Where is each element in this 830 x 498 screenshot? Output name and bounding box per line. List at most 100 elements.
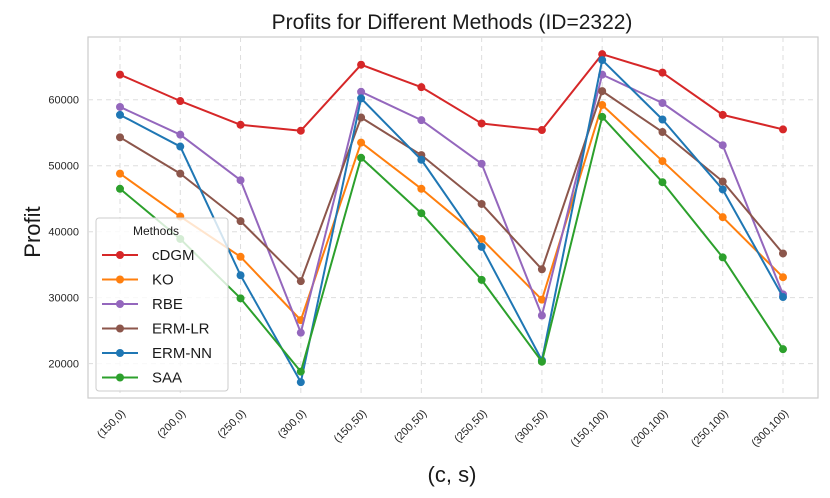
data-point xyxy=(598,50,607,59)
data-point xyxy=(477,199,486,208)
y-axis-label: Profit xyxy=(20,206,45,257)
legend-marker xyxy=(116,275,124,284)
data-point xyxy=(236,294,245,303)
data-point xyxy=(779,273,787,282)
series-group xyxy=(116,50,787,387)
legend-label: SAA xyxy=(152,370,182,387)
data-point xyxy=(116,102,124,111)
data-point xyxy=(116,169,124,178)
legend-item: KO xyxy=(102,272,174,289)
legend-label: RBE xyxy=(152,296,183,313)
data-point xyxy=(417,83,426,92)
legend-item: ERM-NN xyxy=(102,345,212,362)
data-point xyxy=(236,252,245,261)
data-point xyxy=(116,184,124,193)
data-point xyxy=(477,119,486,128)
data-point xyxy=(477,159,486,168)
data-point xyxy=(236,217,245,226)
data-point xyxy=(718,141,727,150)
y-tick-label: 50000 xyxy=(48,161,79,173)
data-point xyxy=(116,110,124,119)
data-point xyxy=(357,87,366,96)
data-point xyxy=(779,249,787,258)
y-axis-ticks: 20000 30000 40000 50000 60000 xyxy=(48,95,79,371)
series-erm-lr xyxy=(116,87,787,286)
data-point xyxy=(296,277,305,286)
data-point xyxy=(417,116,426,125)
data-point xyxy=(537,295,546,304)
data-point xyxy=(116,70,124,79)
y-tick-label: 20000 xyxy=(48,359,79,371)
legend-item: RBE xyxy=(102,296,183,313)
legend-label: ERM-LR xyxy=(152,321,210,338)
chart-title: Profits for Different Methods (ID=2322) xyxy=(272,11,633,34)
series-cdgm xyxy=(116,50,787,135)
data-point xyxy=(236,271,245,280)
data-point xyxy=(417,209,426,218)
data-point xyxy=(236,120,245,129)
data-point xyxy=(417,155,426,164)
legend: Methods cDGM KO RBE ERM-LR ERM-NN SAA xyxy=(95,217,229,392)
data-point xyxy=(357,153,366,162)
data-point xyxy=(658,128,667,137)
data-point xyxy=(598,100,607,109)
legend-label: ERM-NN xyxy=(152,345,212,362)
y-tick-label: 40000 xyxy=(48,227,79,239)
data-point xyxy=(477,234,486,243)
data-point xyxy=(658,68,667,77)
legend-title: Methods xyxy=(133,224,179,238)
data-point xyxy=(417,184,426,193)
data-point xyxy=(176,97,185,106)
data-point xyxy=(296,328,305,337)
legend-label: KO xyxy=(152,272,174,289)
data-point xyxy=(477,275,486,284)
legend-item: SAA xyxy=(102,370,182,387)
data-point xyxy=(779,293,787,302)
data-point xyxy=(357,113,366,122)
legend-item: cDGM xyxy=(102,247,195,264)
x-axis-label: (c, s) xyxy=(428,462,477,487)
data-point xyxy=(357,60,366,69)
data-point xyxy=(718,177,727,186)
data-point xyxy=(658,157,667,166)
series-line xyxy=(119,115,784,373)
data-point xyxy=(658,178,667,187)
data-point xyxy=(718,110,727,119)
legend-marker xyxy=(116,300,124,308)
legend-marker xyxy=(116,324,124,333)
data-point xyxy=(296,367,305,376)
series-line xyxy=(119,90,784,283)
data-point xyxy=(116,133,124,142)
data-point xyxy=(296,378,305,387)
legend-label: cDGM xyxy=(152,247,195,264)
data-point xyxy=(779,345,787,354)
data-point xyxy=(477,242,486,251)
data-point xyxy=(598,87,607,96)
series-ko xyxy=(116,100,787,325)
data-point xyxy=(357,94,366,103)
y-tick-label: 30000 xyxy=(48,293,79,305)
data-point xyxy=(176,169,185,178)
series-line xyxy=(119,73,784,334)
data-point xyxy=(658,98,667,107)
legend-box xyxy=(95,217,229,392)
series-erm-nn xyxy=(116,56,787,387)
legend-marker xyxy=(116,349,124,357)
legend-marker xyxy=(116,373,124,382)
series-line xyxy=(119,103,784,322)
grid-lines xyxy=(88,37,818,398)
data-point xyxy=(718,253,727,262)
data-point xyxy=(537,357,546,366)
data-point xyxy=(176,130,185,139)
data-point xyxy=(658,115,667,124)
series-line xyxy=(119,53,784,132)
data-point xyxy=(779,125,787,134)
data-point xyxy=(537,311,546,320)
y-tick-label: 60000 xyxy=(48,95,79,107)
series-rbe xyxy=(116,70,787,337)
data-point xyxy=(296,126,305,135)
series-line xyxy=(119,59,784,384)
data-point xyxy=(718,213,727,222)
legend-item: ERM-LR xyxy=(102,321,210,338)
